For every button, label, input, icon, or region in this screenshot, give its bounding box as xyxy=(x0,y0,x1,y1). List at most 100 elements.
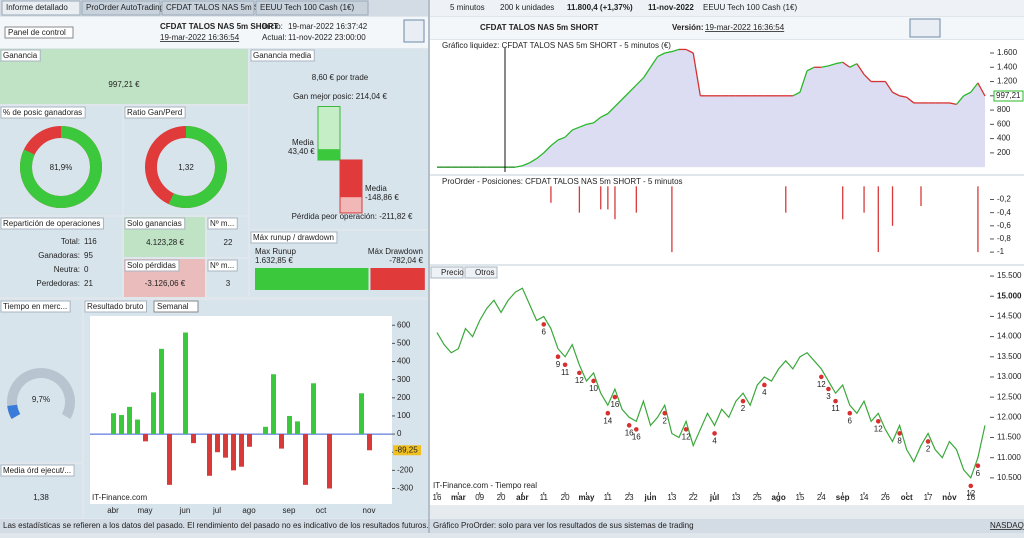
signal-marker xyxy=(605,410,611,416)
position-bar xyxy=(578,186,581,213)
equity-segment xyxy=(821,65,829,68)
instrument: EEUU Tech 100 Cash (1€) xyxy=(703,3,797,12)
signal-label: 16 xyxy=(610,400,619,409)
signal-label: 2 xyxy=(741,404,746,413)
tab[interactable] xyxy=(464,266,498,279)
strategy: CFDAT TALOS NAS 5m SHORT xyxy=(160,22,278,31)
x-tick-label: abr xyxy=(107,506,119,515)
signal-marker xyxy=(577,370,582,376)
equity-segment xyxy=(649,56,659,68)
loss-bar xyxy=(340,160,362,198)
select[interactable] xyxy=(4,26,74,39)
signal-marker xyxy=(975,463,981,468)
title-box xyxy=(124,106,186,119)
y-tick-label: 13.500 xyxy=(997,352,1022,361)
y-tick-label: 600 xyxy=(397,320,411,329)
equity-segment xyxy=(835,61,843,65)
best: Gan mejor posic: 214,04 € xyxy=(293,92,387,101)
y-tick-label: -200 xyxy=(397,465,414,474)
position-bar xyxy=(891,186,894,226)
x-tick-label: 09 xyxy=(475,493,484,502)
select[interactable] xyxy=(153,300,199,313)
equity-segment xyxy=(884,81,894,93)
x-tick-label: ago xyxy=(242,506,256,515)
strategy-date[interactable]: 19-mar-2022 16:36:54 xyxy=(160,33,240,42)
equity-segment xyxy=(614,98,623,107)
bar xyxy=(143,434,148,442)
x-tick-label: 16 xyxy=(966,493,975,502)
tab[interactable] xyxy=(430,266,464,279)
signal-label: 11 xyxy=(831,404,840,413)
signal-label: 11 xyxy=(561,368,570,377)
tab-label[interactable]: Precio xyxy=(441,268,464,277)
signal-marker xyxy=(591,378,596,384)
select-label[interactable]: Panel de control xyxy=(8,28,66,37)
tab-label[interactable]: Otros xyxy=(475,268,495,277)
units-select[interactable]: 200 k unidades xyxy=(500,3,554,12)
equity-segment xyxy=(692,52,701,96)
signal-marker xyxy=(662,410,668,416)
x-tick-label: jun xyxy=(179,506,191,515)
y-tick-label: 1.400 xyxy=(997,62,1018,71)
label: Inicio: xyxy=(262,22,283,31)
chart-title: Gráfico liquidez: CFDAT TALOS NAS 5m SHO… xyxy=(442,41,671,50)
exchange[interactable]: NASDAQ xyxy=(990,521,1024,530)
x-tick-label: oct xyxy=(316,506,327,515)
equity-segment xyxy=(685,48,694,54)
panel-title: Ganancia xyxy=(3,51,38,60)
y-tick-label: 13.000 xyxy=(997,372,1022,381)
row-label: Total: xyxy=(61,237,80,246)
signal-marker xyxy=(712,431,717,436)
y-tick-label: 12.500 xyxy=(997,392,1022,401)
last-label: -89,25 xyxy=(395,445,418,454)
bar xyxy=(183,332,188,435)
signal-marker xyxy=(612,394,618,400)
y-tick-label: 100 xyxy=(397,411,411,420)
status-text: Las estadísticas se refieren a los datos… xyxy=(3,521,429,530)
panel xyxy=(0,217,122,297)
version[interactable]: 19-mar-2022 16:36:54 xyxy=(705,23,785,32)
bar xyxy=(303,434,308,485)
chart-icon[interactable] xyxy=(909,18,941,38)
interval-select[interactable]: 5 minutos xyxy=(450,3,485,12)
tab[interactable] xyxy=(81,0,161,16)
signal-label: 2 xyxy=(663,416,668,425)
y-tick-label: 600 xyxy=(997,119,1011,128)
equity-segment xyxy=(977,82,986,97)
x-tick-label: jun xyxy=(644,493,657,502)
donut-label: 81,9% xyxy=(50,163,73,172)
signal-label: 10 xyxy=(589,384,598,393)
equity-segment xyxy=(543,145,552,154)
x-tick-label: 17 xyxy=(924,493,933,502)
x-tick-label: 24 xyxy=(817,493,826,502)
label: Max Runup xyxy=(255,247,296,256)
last-label: 997,21 xyxy=(996,91,1021,100)
label: Media xyxy=(292,138,314,147)
position-bar xyxy=(550,186,552,203)
tab[interactable] xyxy=(161,0,255,16)
x-tick-label: 11 xyxy=(604,493,613,502)
row-value: 95 xyxy=(84,251,93,260)
bar xyxy=(167,434,172,485)
select-label[interactable]: Semanal xyxy=(157,302,189,311)
x-tick-label: may xyxy=(578,493,595,502)
bar xyxy=(111,413,116,435)
x-tick-label: nov xyxy=(363,506,376,515)
source: IT-Finance.com - Tiempo real xyxy=(433,481,537,490)
position-bar xyxy=(600,186,602,210)
tab[interactable] xyxy=(255,0,369,16)
panel-title: Nº m... xyxy=(210,219,234,228)
report-icon[interactable] xyxy=(403,19,425,43)
title-box xyxy=(207,259,238,272)
y-tick-label: 400 xyxy=(997,134,1011,143)
signal-label: 12 xyxy=(817,380,826,389)
position-bar xyxy=(920,186,922,207)
y-tick-label: 400 xyxy=(397,357,411,366)
equity-segment xyxy=(792,91,801,97)
current: 11-nov-2022 23:00:00 xyxy=(288,33,366,42)
y-tick-label: 15.000 xyxy=(997,291,1022,300)
win: 43,40 € xyxy=(288,147,315,156)
x-tick-label: 20 xyxy=(497,493,506,502)
tab[interactable] xyxy=(1,0,81,16)
title-box xyxy=(207,217,238,230)
